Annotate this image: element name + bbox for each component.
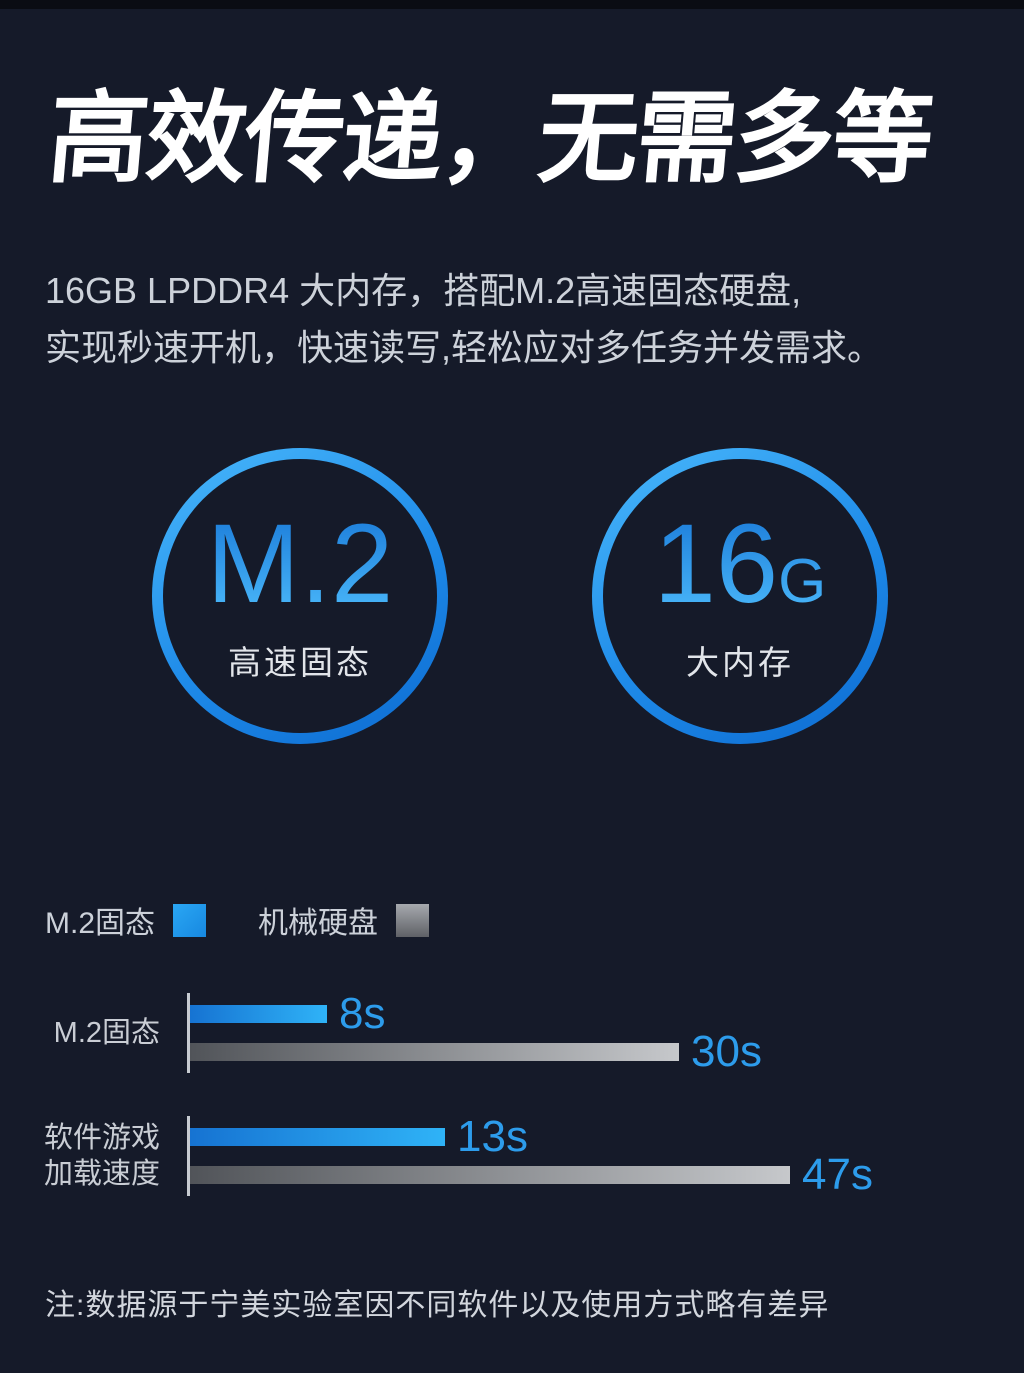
chart-row-boot: M.2固态 8s 30s [0,992,1024,1074]
memory-badge-unit: G [778,547,827,616]
bar-ssd-boot: 8s [190,992,385,1036]
legend-item-hdd: 机械硬盘 [258,898,430,942]
legend-item-ssd: M.2固态 [45,898,207,942]
axis-line [187,993,190,1073]
ssd-badge-value: M.2 [206,501,394,626]
footnote: 注:数据源于宁美实验室因不同软件以及使用方式略有差异 [45,1289,830,1322]
chart-row-loading: 软件游戏 加载速度 13s 47s [0,1115,1024,1197]
description-line-1: 16GB LPDDR4 大内存，搭配M.2高速固态硬盘, [45,270,802,311]
memory-badge-value: 16G [654,508,827,620]
legend-swatch-hdd [396,903,430,937]
bar-value-label: 8s [339,989,386,1038]
bar-hdd-loading: 47s [190,1153,873,1197]
ssd-ring-badge: M.2 高速固态 [152,448,448,744]
ssd-ring-badge-inner: M.2 高速固态 [163,459,437,733]
bar-ssd-loading: 13s [190,1115,528,1159]
ssd-badge-caption: 高速固态 [228,644,372,681]
bar-hdd-boot: 30s [190,1030,762,1074]
top-edge-strip [0,0,1024,9]
legend-label-ssd: M.2固态 [45,907,156,940]
row-label-loading-line-1: 软件游戏 [43,1122,160,1154]
memory-ring-badge: 16G 大内存 [592,448,888,744]
memory-ring-badge-inner: 16G 大内存 [603,459,877,733]
description-line-2: 实现秒速开机，快速读写,轻松应对多任务并发需求。 [45,327,884,368]
legend-swatch-ssd [173,903,207,937]
memory-badge-number: 16 [653,501,779,626]
description: 16GB LPDDR4 大内存，搭配M.2高速固态硬盘, 实现秒速开机，快速读写… [45,262,883,376]
bar-value-label: 30s [691,1027,762,1076]
row-label-boot: M.2固态 [53,1017,160,1049]
memory-badge-caption: 大内存 [686,644,794,681]
page-title: 高效传递，无需多等 [43,83,936,195]
row-label-loading: 软件游戏 加载速度 [0,1120,160,1192]
row-label-loading-line-2: 加载速度 [43,1158,160,1190]
bar-value-label: 13s [457,1112,528,1161]
chart-legend: M.2固态 机械硬盘 [45,898,430,942]
axis-line [187,1116,190,1196]
legend-label-hdd: 机械硬盘 [258,907,379,940]
bar-value-label: 47s [802,1150,873,1199]
